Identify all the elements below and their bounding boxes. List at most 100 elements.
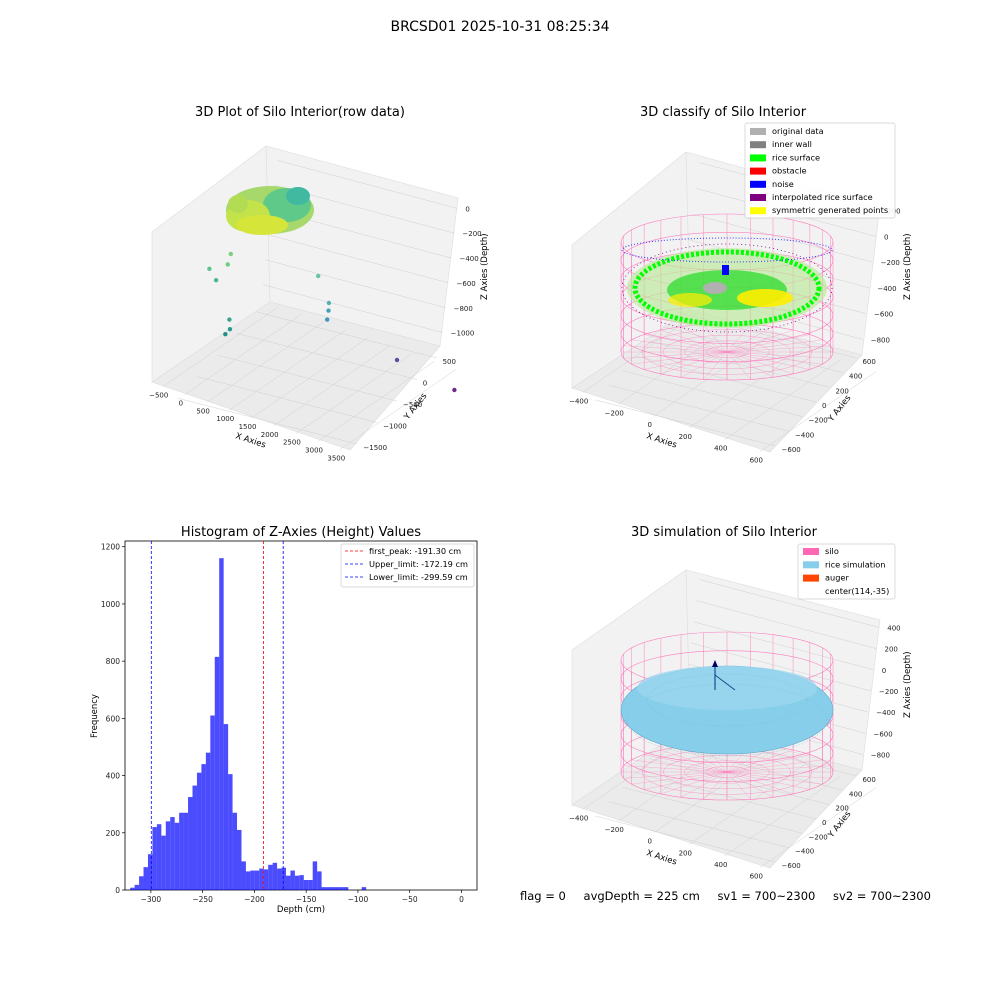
x-tick-label: 0 bbox=[179, 400, 183, 408]
histogram-bar bbox=[290, 870, 295, 890]
y-tick-label: −1000 bbox=[383, 423, 407, 431]
y-tick-label: −400 bbox=[795, 848, 814, 856]
raw-outlier-point bbox=[326, 300, 332, 306]
histogram-xlabel: Depth (cm) bbox=[277, 905, 325, 915]
histogram-bar bbox=[134, 884, 140, 890]
legend-swatch bbox=[803, 574, 819, 582]
y-tick-label: 500 bbox=[443, 358, 456, 366]
legend-swatch bbox=[750, 141, 766, 149]
histogram-bar bbox=[285, 875, 291, 890]
histogram-bar bbox=[272, 862, 278, 890]
classify-legend bbox=[744, 122, 896, 219]
figure-title: BRCSD01 2025-10-31 08:25:34 bbox=[390, 19, 609, 35]
z-tick-label: −600 bbox=[457, 280, 476, 288]
y-tick-label: 600 bbox=[862, 358, 875, 366]
histogram-y-tick-label: 800 bbox=[106, 657, 121, 666]
classify-rice-surface bbox=[621, 237, 833, 333]
raw-3d-ticks: −500 0 500 1000 1500 2000 2500 3000 3500 500 0 −500… bbox=[149, 205, 482, 462]
histogram-bar bbox=[188, 797, 193, 890]
histogram-x-tick-label: −150 bbox=[296, 895, 317, 904]
histogram-bar bbox=[183, 812, 189, 890]
sv1-value: sv1 = 700~2300 bbox=[717, 889, 816, 903]
legend-label: obstacle bbox=[772, 166, 807, 176]
classify-3d-title: 3D classify of Silo Interior bbox=[640, 105, 807, 120]
y-tick-label: −200 bbox=[809, 417, 828, 425]
histogram-y-ticks: 0 200 400 600 800 1000 1200 bbox=[101, 543, 125, 895]
histogram-x-tick-label: −300 bbox=[141, 895, 162, 904]
histogram-vlines bbox=[150, 541, 284, 890]
raw-outlier-point bbox=[223, 332, 228, 337]
sv2-value: sv2 = 700~2300 bbox=[833, 889, 931, 903]
footer-stats: flag = 0 avgDepth = 225 cm sv1 = 700~230… bbox=[520, 889, 945, 903]
raw-outlier-point bbox=[325, 317, 330, 322]
x-tick-label: 200 bbox=[679, 433, 692, 441]
legend-swatch bbox=[750, 154, 766, 162]
histogram-bar bbox=[312, 861, 318, 890]
histogram-bar bbox=[237, 829, 242, 890]
z-tick-label: −600 bbox=[874, 311, 893, 319]
y-tick-label: −500 bbox=[403, 401, 422, 409]
simulation-legend-entries: silo rice simulation auger center(114,-35) bbox=[803, 546, 889, 596]
raw-3d-point-cloud bbox=[226, 186, 314, 235]
histogram-x-tick-label: −100 bbox=[348, 895, 369, 904]
x-tick-label: 600 bbox=[750, 872, 763, 880]
histogram-bar bbox=[277, 868, 282, 890]
histogram-bar bbox=[245, 871, 251, 890]
histogram-bar bbox=[361, 887, 367, 890]
histogram-bar bbox=[294, 875, 300, 890]
x-tick-label: 0 bbox=[648, 421, 652, 429]
legend-swatch bbox=[803, 561, 819, 569]
z-tick-label: 400 bbox=[887, 625, 900, 633]
simulation-3d-zlabel: Z Axies (Depth) bbox=[903, 651, 913, 718]
x-tick-label: 2500 bbox=[283, 439, 301, 447]
histogram-legend-label: first_peak: -191.30 cm bbox=[369, 546, 461, 556]
simulation-3d-floor bbox=[571, 724, 863, 869]
histogram-bar bbox=[147, 854, 153, 890]
y-tick-label: 200 bbox=[835, 387, 848, 395]
y-tick-label: 400 bbox=[849, 790, 862, 798]
histogram-bars bbox=[130, 558, 367, 890]
z-tick-label: −800 bbox=[454, 305, 473, 313]
raw-outlier-point bbox=[316, 273, 321, 279]
legend-label: inner wall bbox=[772, 139, 812, 149]
histogram-bar bbox=[268, 864, 273, 890]
histogram-bar bbox=[259, 868, 264, 890]
x-tick-label: −200 bbox=[605, 826, 624, 834]
histogram-bar bbox=[161, 835, 166, 890]
y-tick-label: 0 bbox=[423, 379, 427, 387]
histogram-bar bbox=[308, 879, 313, 890]
legend-label: original data bbox=[772, 126, 824, 136]
flag-value: flag = 0 bbox=[520, 889, 566, 903]
histogram-bar bbox=[156, 824, 162, 890]
z-tick-label: −400 bbox=[459, 255, 478, 263]
histogram-x-tick-label: −250 bbox=[192, 895, 213, 904]
histogram-bar bbox=[219, 558, 224, 890]
histogram-bar bbox=[326, 887, 331, 890]
x-tick-label: 1000 bbox=[216, 415, 234, 423]
histogram-bar bbox=[330, 887, 335, 890]
legend-label: silo bbox=[825, 546, 839, 556]
y-tick-label: 0 bbox=[822, 402, 826, 410]
panel-simulation-3d: 3D simulation of Silo Interior −400 −200 0… bbox=[569, 525, 913, 880]
z-tick-label: −200 bbox=[881, 259, 900, 267]
z-tick-label: −200 bbox=[879, 688, 898, 696]
histogram-bar bbox=[214, 656, 220, 890]
raw-outlier-point bbox=[326, 308, 331, 313]
legend-label: center(114,-35) bbox=[825, 586, 889, 596]
histogram-title: Histogram of Z-Axies (Height) Values bbox=[181, 525, 421, 540]
x-tick-label: 3500 bbox=[327, 454, 345, 462]
histogram-bar bbox=[299, 875, 304, 890]
histogram-y-tick-label: 400 bbox=[106, 772, 121, 781]
histogram-bar bbox=[241, 861, 246, 890]
histogram-bar bbox=[130, 887, 135, 890]
histogram-bar bbox=[210, 715, 215, 890]
histogram-y-tick-label: 1200 bbox=[101, 543, 120, 552]
panel-raw-3d: 3D Plot of Silo Interior(row data) −500 0… bbox=[149, 105, 490, 462]
legend-swatch bbox=[750, 207, 766, 215]
y-tick-label: −400 bbox=[795, 431, 814, 439]
y-tick-label: 400 bbox=[849, 373, 862, 381]
z-tick-label: −600 bbox=[873, 730, 892, 738]
histogram-bar bbox=[201, 764, 206, 890]
raw-outlier-point bbox=[394, 357, 400, 363]
z-tick-label: 0 bbox=[882, 667, 886, 675]
